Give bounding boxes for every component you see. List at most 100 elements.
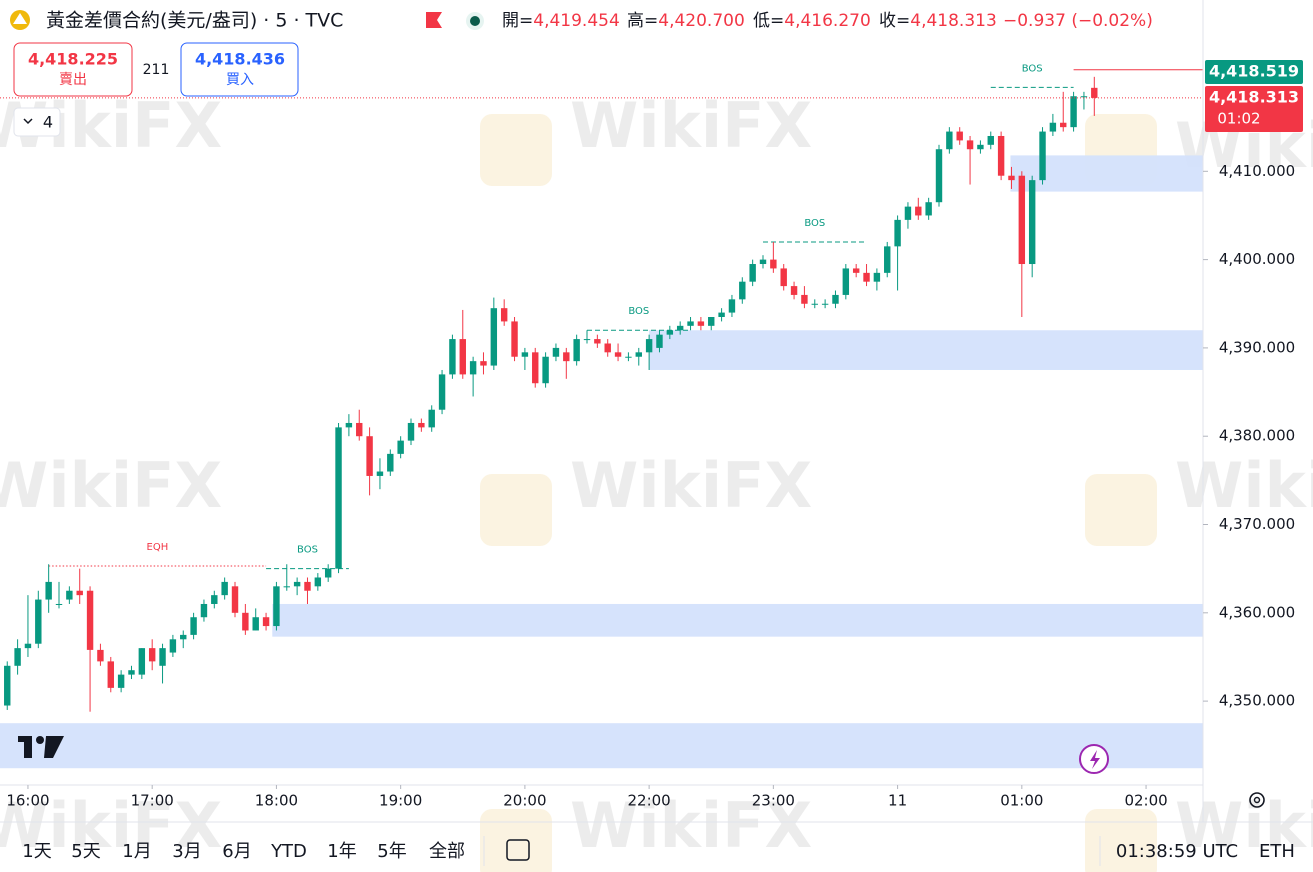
candle-body [832,294,839,304]
zone [649,330,1203,370]
ohlc-row: 開=4,419.454 高=4,420.700 低=4,416.270 收=4,418… [502,11,1153,31]
candle-body [935,149,943,203]
plot-area: EQH BOS BOS BOS BOS [0,63,1204,769]
buy-label: 買入 [226,72,254,88]
x-tick-label: 18:00 [255,792,298,810]
x-tick-label: 17:00 [131,792,174,810]
level-tag-text: 4,418.519 [1209,62,1299,81]
tv-logo-part [24,736,32,758]
sell-button[interactable] [13,42,133,97]
candle-body [86,590,94,650]
indicators-count: 4 [43,113,53,132]
x-tick-label: 11 [888,792,907,810]
candle-body [511,321,518,357]
range-button[interactable]: 1月 [122,841,151,862]
candle-body [1008,175,1015,181]
x-tick-label: 16:00 [6,792,49,810]
candle-body [387,453,394,472]
settings-icon[interactable] [1249,792,1265,808]
range-button[interactable]: 1天 [22,841,51,862]
candle-body [759,259,767,265]
x-tick-label: 22:00 [628,792,671,810]
range-button[interactable]: YTD [270,841,307,862]
clock: 01:38:59 UTC [1116,841,1238,862]
candle-body [904,206,912,220]
range-button[interactable]: 5年 [377,841,406,862]
ohlc-label: 低= [753,11,784,31]
candle-body [262,617,270,627]
watermark-logo [1085,809,1157,872]
candle-body [645,339,653,353]
candle-body [635,352,642,357]
indicators-toggle[interactable] [13,107,61,137]
watermark-logo [480,474,552,546]
bottom-toolbar: 01:38:59 UTC ETH 1天 5天 1月 3月 6月 YTD 1年 5年 全部 [22,836,1295,866]
y-tick-label: 4,400.000 [1219,250,1295,268]
candle-body [770,259,777,269]
candle-body [821,303,829,305]
candle-body [842,268,850,295]
sell-label: 賣出 [59,72,87,88]
ohlc-value: 4,419.454 [533,11,620,31]
candle-body [107,661,114,688]
y-tick-label: 4,370.000 [1219,515,1295,533]
session[interactable]: ETH [1259,841,1295,862]
candle-body [356,422,363,437]
candle-body [625,356,632,358]
sell-price: 4,418.225 [28,50,118,69]
candle-body [1060,122,1067,128]
candle-body [76,590,83,596]
candle-body [190,617,197,635]
chevron [23,118,33,125]
candle-body [438,374,446,410]
candle-body [345,422,353,428]
watermark: WikiFX [570,789,812,862]
range-button[interactable]: 1年 [327,841,356,862]
candle-body [324,568,332,578]
candle-body [728,299,736,313]
candle-body [997,135,1005,176]
candle-body [542,356,549,384]
watermark: WikiFX [0,449,222,522]
candle-body [469,361,477,375]
flag-icon[interactable] [426,12,442,28]
goto-date-icon[interactable] [506,839,530,861]
candle-body [169,639,177,653]
candle-body [4,665,11,706]
candle-body [231,586,239,613]
range-button[interactable]: 5天 [71,841,100,862]
candle-body [1018,175,1026,265]
watermark: WikiFX [570,89,812,162]
candle-body [697,321,705,326]
candle-body [490,308,498,366]
settings-icon-center [1253,796,1261,804]
candle-body [521,352,529,357]
candle-body [35,599,42,644]
watermark: WikiFX [1175,789,1313,862]
change: −0.937 (−0.02%) [1003,11,1153,31]
level-label: BOS [628,306,649,317]
candle-body [873,272,881,282]
range-button[interactable]: 全部 [429,841,465,862]
x-tick-label: 19:00 [379,792,422,810]
buy-button[interactable] [180,42,299,97]
y-tick-label: 4,380.000 [1219,427,1295,445]
y-tick-label: 4,410.000 [1219,162,1295,180]
range-button[interactable]: 6月 [222,841,251,862]
candle-body [718,312,725,318]
header: 黃金差價合約(美元/盎司) · 5 · TVC 開=4,419.454 高=4,4… [10,10,1153,32]
candle-body [863,272,870,282]
candle-body [55,603,63,605]
candle-body [180,634,187,640]
ohlc-label: 收= [879,11,910,31]
level-label: BOS [297,545,318,556]
candle-body [604,343,611,353]
symbol-logo-mark [13,13,27,24]
range-button[interactable]: 3月 [172,841,201,862]
candle-body [1028,180,1036,265]
candle-body [532,352,539,384]
candle-body [573,339,580,362]
candle-body [45,581,52,600]
last-price-text: 4,418.313 [1209,88,1299,107]
tv-logo-part [36,736,44,744]
